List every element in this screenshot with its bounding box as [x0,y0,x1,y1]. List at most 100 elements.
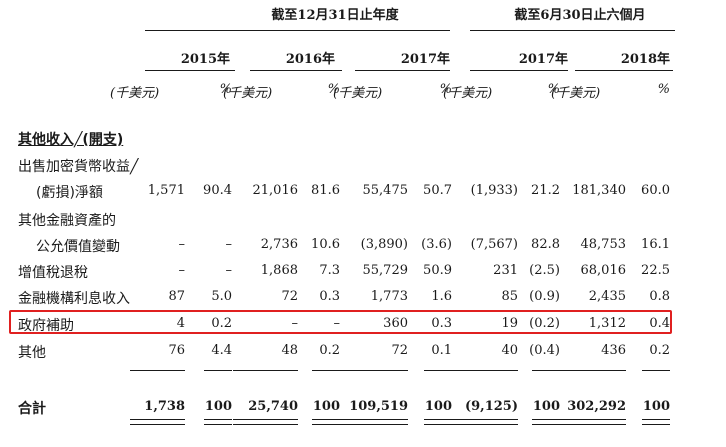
total-label: 合計 [18,401,46,417]
table-cell: 1,868 [260,263,298,278]
table-cell: 82.8 [531,237,560,252]
total-double-rule [333,419,408,425]
table-cell: – [225,263,233,278]
year-header-4: 2017年 [518,52,568,67]
table-cell: 55,729 [362,263,409,278]
total-cell: (9,125) [464,399,518,414]
row-label: 出售加密貨幣收益╱ [18,159,139,175]
subtotal-rule [130,370,185,371]
table-cell: 90.4 [203,183,232,198]
year-header-3: 2017年 [400,52,450,67]
total-double-rule [130,419,185,425]
table-cell: 48 [281,343,298,358]
table-cell: 68,016 [580,263,627,278]
table-cell: 0.3 [319,289,340,304]
row-label: 公允價值變動 [36,239,120,255]
table-cell: 0.2 [649,343,670,358]
table-cell: 436 [601,343,626,358]
subtotal-rule [312,370,340,371]
total-double-rule [532,419,560,425]
table-cell: 0.4 [649,316,670,331]
table-cell: 10.6 [311,237,340,252]
year-underline-1 [145,70,235,71]
row-label: (虧損)淨額 [36,185,103,201]
table-cell: 4.4 [211,343,232,358]
section-title: 其他收入╱(開支) [18,132,124,148]
total-cell: 100 [642,399,670,414]
table-cell: (7,567) [470,237,518,252]
total-double-rule [642,419,670,425]
subtotal-rule [551,370,626,371]
year-underline-2 [250,70,342,71]
table-cell: 50.9 [423,263,452,278]
unit-label-amount: (千美元) [551,86,601,101]
unit-label-percent: % [547,82,560,97]
total-double-rule [233,419,298,425]
table-cell: 16.1 [641,237,670,252]
table-cell: 1.6 [431,289,452,304]
table-cell: 231 [493,263,518,278]
table-cell: 0.1 [431,343,452,358]
table-cell: (0.2) [529,316,560,331]
subtotal-rule [233,370,298,371]
highlight-box [9,310,672,334]
table-cell: 360 [383,316,408,331]
unit-label-percent: % [439,82,452,97]
table-cell: 1,312 [588,316,626,331]
table-cell: 72 [391,343,408,358]
group-header-annual: 截至12月31日止年度 [271,8,399,23]
table-cell: 4 [176,316,185,331]
subtotal-rule [424,370,452,371]
table-cell: 2,736 [260,237,298,252]
table-cell: 0.3 [431,316,452,331]
table-cell: 0.2 [319,343,340,358]
unit-label-percent: % [657,82,670,97]
unit-label-percent: % [219,82,232,97]
group-underline-annual [145,30,450,31]
table-cell: 48,753 [580,237,627,252]
year-underline-4 [470,70,568,71]
table-cell: – [291,316,299,331]
total-cell: 1,738 [144,399,185,414]
table-cell: 7.3 [319,263,340,278]
year-header-5: 2018年 [620,52,670,67]
total-cell: 302,292 [567,399,626,414]
total-cell: 100 [532,399,560,414]
unit-label-amount: (千美元) [443,86,493,101]
table-cell: (3,890) [360,237,408,252]
table-cell: 0.8 [649,289,670,304]
year-underline-5 [575,70,673,71]
table-cell: 87 [168,289,185,304]
table-cell: 22.5 [641,263,670,278]
table-cell: 0.2 [211,316,232,331]
table-cell: – [333,316,341,331]
table-cell: 76 [168,343,185,358]
unit-label-percent: % [327,82,340,97]
table-cell: 5.0 [211,289,232,304]
table-cell: (2.5) [529,263,560,278]
unit-label-amount: (千美元) [110,86,160,101]
table-cell: 85 [501,289,518,304]
table-cell: (0.9) [529,289,560,304]
row-label: 其他金融資產的 [18,213,116,229]
total-double-rule [424,419,452,425]
table-cell: – [178,263,186,278]
table-cell: 72 [281,289,298,304]
total-double-rule [448,419,518,425]
table-cell: 21.2 [531,183,560,198]
total-cell: 100 [312,399,340,414]
table-cell: – [225,237,233,252]
subtotal-rule [333,370,408,371]
total-double-rule [551,419,626,425]
row-label: 政府補助 [18,318,74,334]
row-label: 其他 [18,345,46,361]
total-double-rule [312,419,340,425]
subtotal-rule [642,370,670,371]
year-header-2: 2016年 [285,52,335,67]
table-cell: (3.6) [421,237,452,252]
total-cell: 100 [424,399,452,414]
table-cell: 1,773 [370,289,408,304]
subtotal-rule [204,370,232,371]
unit-label-amount: (千美元) [333,86,383,101]
table-cell: 181,340 [572,183,626,198]
